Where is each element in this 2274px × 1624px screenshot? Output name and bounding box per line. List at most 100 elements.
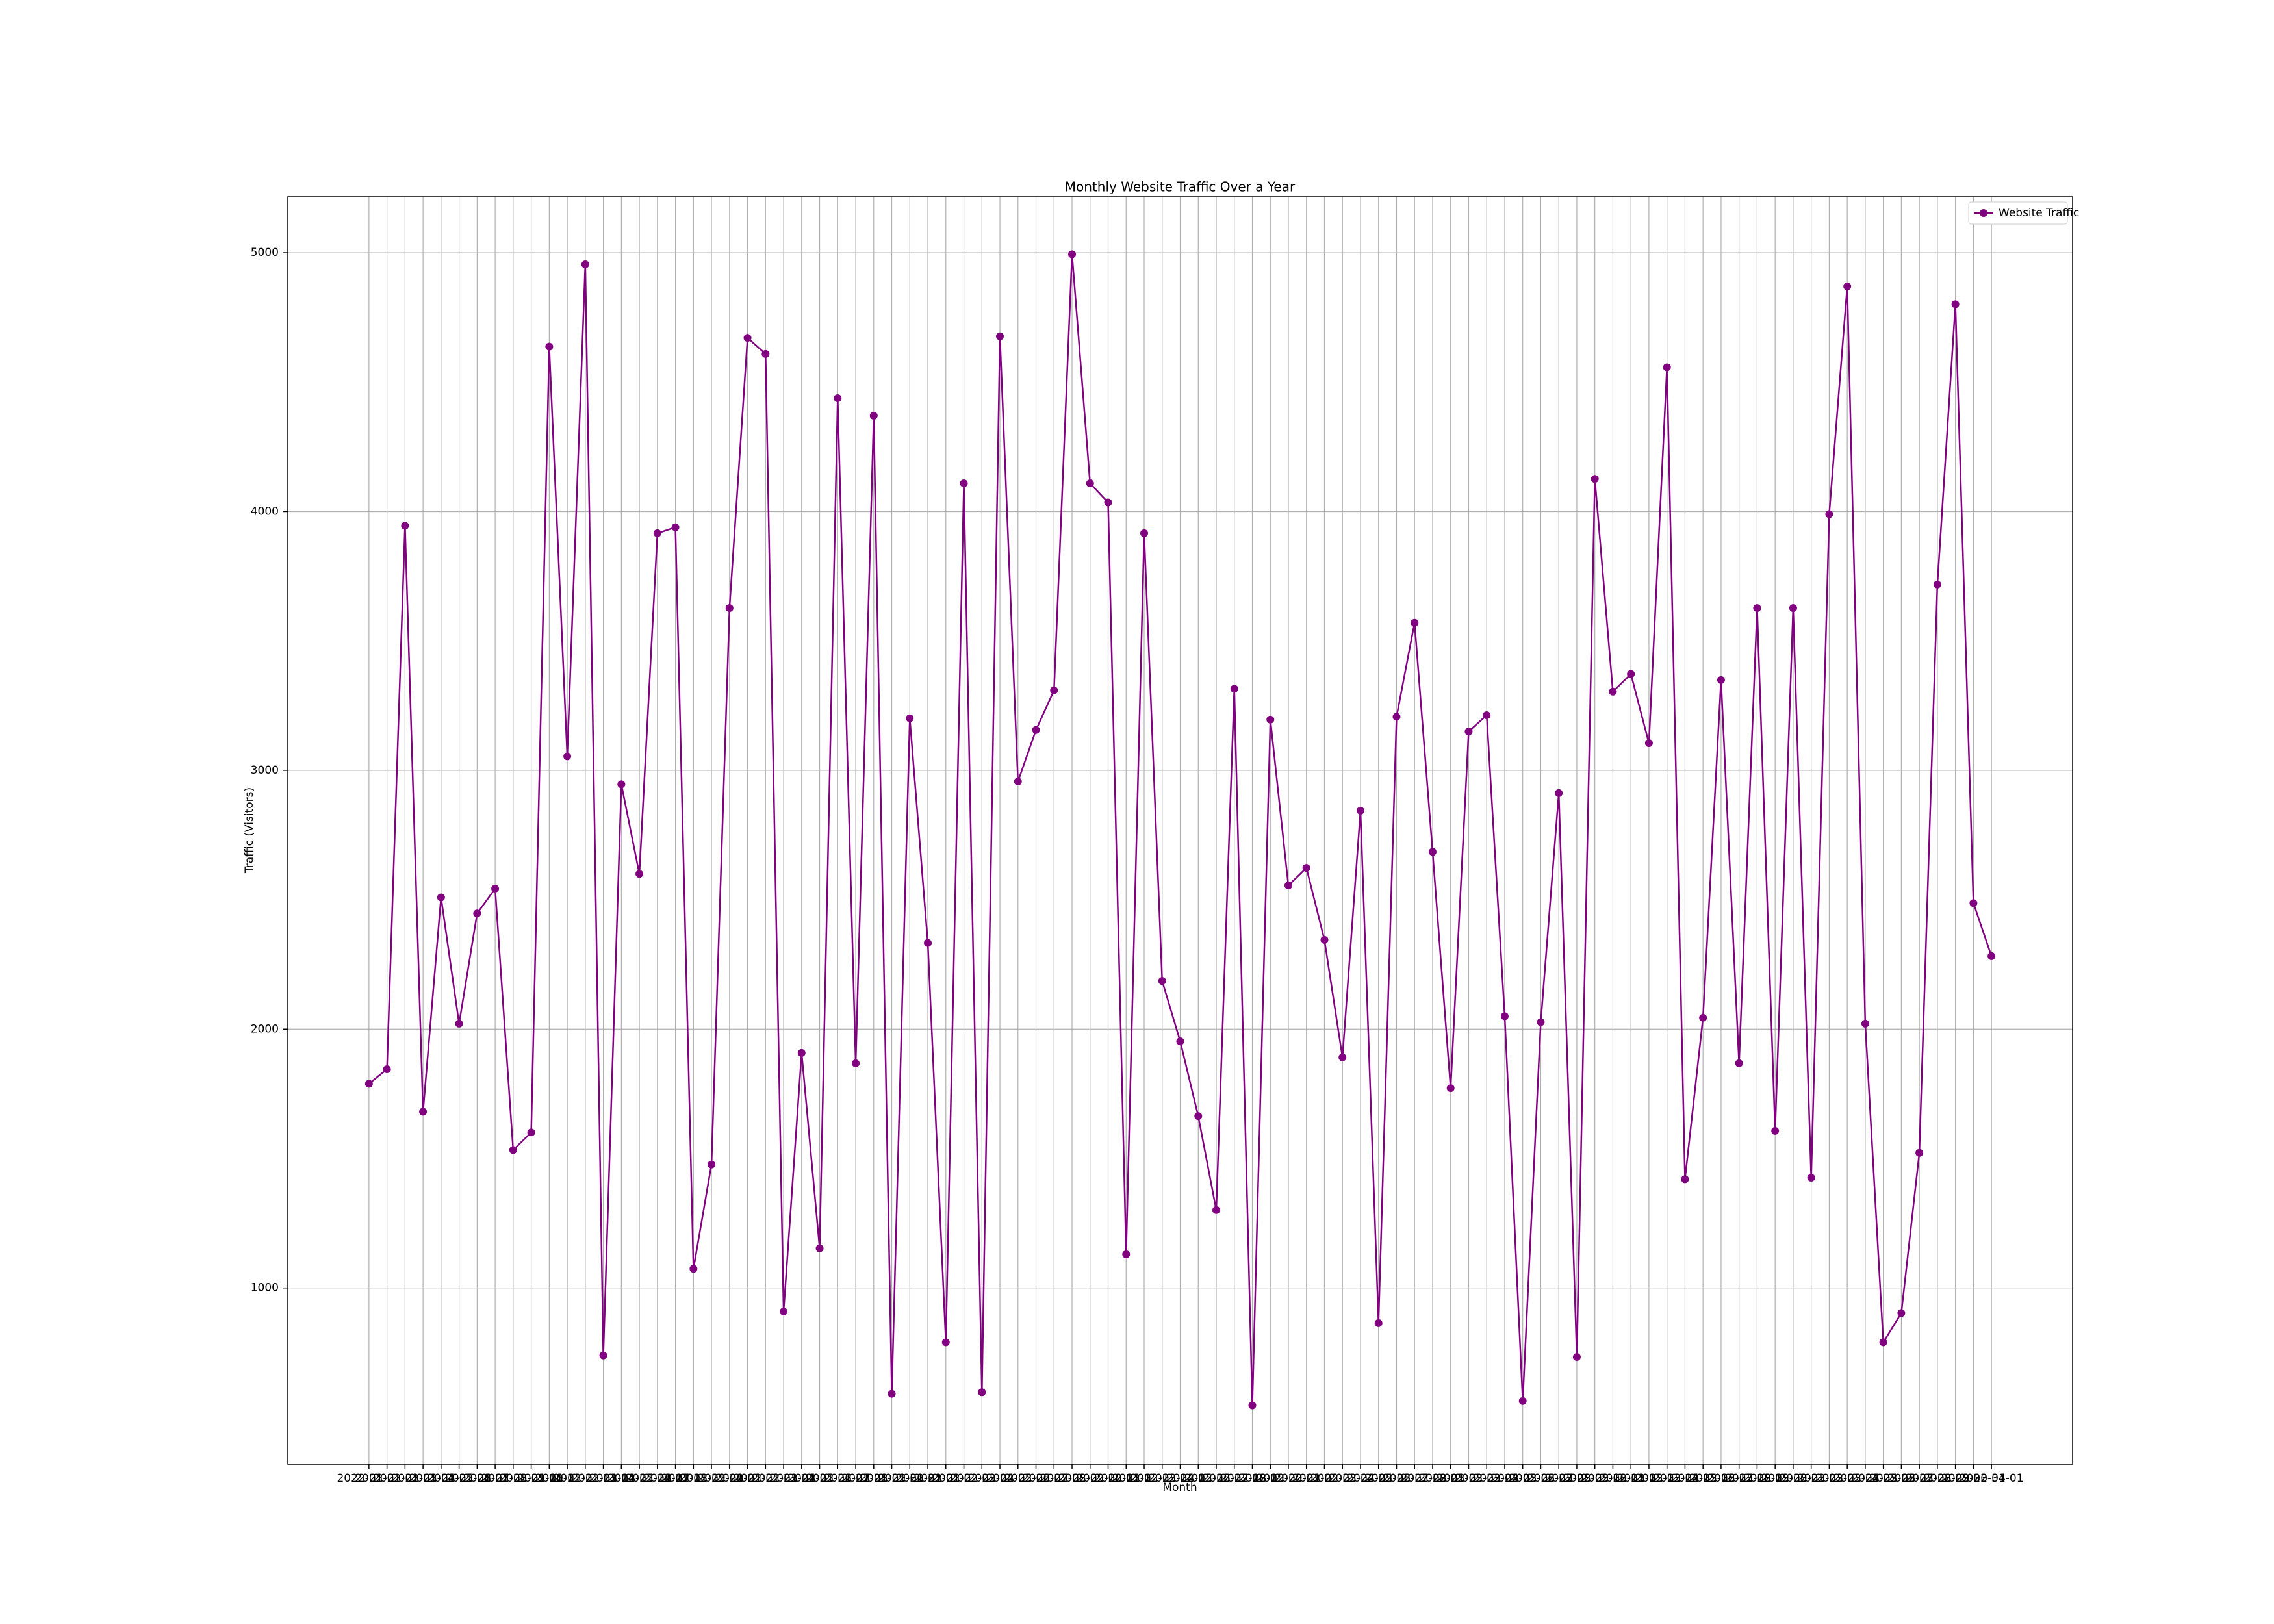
point <box>1987 952 1996 960</box>
point <box>869 412 878 420</box>
point <box>527 1128 535 1137</box>
point <box>545 342 554 351</box>
x-tick-label: 2022-02-13 <box>1112 1472 1177 1485</box>
x-tick-label: 2022-03-07 <box>1509 1472 1573 1485</box>
point <box>1518 1397 1527 1405</box>
x-tick-label: 2022-01-21 <box>697 1472 761 1485</box>
x-tick-label: 2022-03-27 <box>1869 1472 1934 1485</box>
point <box>1194 1112 1203 1121</box>
x-tick-label: 2022-03-19 <box>1725 1472 1789 1485</box>
x-tick-label: 2022-03-08 <box>1527 1472 1591 1485</box>
x-tick-label: 2022-02-16 <box>1166 1472 1231 1485</box>
point <box>1428 848 1437 856</box>
point <box>924 939 932 947</box>
x-tick-label: 2022-01-03 <box>373 1472 437 1485</box>
point <box>1230 685 1238 693</box>
point <box>1122 1250 1131 1258</box>
point <box>960 479 968 488</box>
point <box>1068 250 1077 259</box>
x-tick-label: 2022-01-07 <box>445 1472 509 1485</box>
point <box>1302 864 1310 872</box>
x-tick-label: 2022-02-27 <box>1364 1472 1429 1485</box>
point <box>1248 1401 1257 1410</box>
point <box>689 1265 698 1273</box>
point <box>1933 580 1941 589</box>
x-tick-label: 2022-03-24 <box>1815 1472 1880 1485</box>
point <box>419 1108 428 1116</box>
x-tick-label: 2022-01-29 <box>841 1472 906 1485</box>
x-tick-label: 2022-02-14 <box>1130 1472 1194 1485</box>
y-tick-label: 5000 <box>251 246 279 259</box>
x-tick-label: 2022-01-15 <box>589 1472 654 1485</box>
point <box>1753 604 1761 613</box>
x-tick-label: 2022-03-25 <box>1833 1472 1898 1485</box>
x-tick-label: 2022-03-12 <box>1599 1472 1663 1485</box>
x-tick-label: 2022-01-23 <box>734 1472 798 1485</box>
point <box>1374 1319 1383 1327</box>
x-tick-label: 2022-02-04 <box>950 1472 1014 1485</box>
point <box>1879 1338 1887 1347</box>
legend: Website Traffic <box>1968 201 2079 225</box>
x-tick-label: 2022-01-16 <box>607 1472 672 1485</box>
x-tick-label: 2022-02-22 <box>1274 1472 1338 1485</box>
x-tick-label: 2022-01-17 <box>625 1472 689 1485</box>
x-tick-label: 2022-02-18 <box>1202 1472 1266 1485</box>
point <box>635 870 644 878</box>
x-tick-label: 2022-03-30 <box>1923 1472 1987 1485</box>
point <box>364 1080 373 1088</box>
x-tick-label: 2022-01-06 <box>427 1472 491 1485</box>
point <box>1735 1059 1743 1067</box>
point <box>383 1065 391 1074</box>
point <box>1266 715 1275 724</box>
point <box>1050 686 1058 694</box>
x-tick-label: 2022-03-20 <box>1743 1472 1808 1485</box>
point <box>1789 604 1797 613</box>
x-tick-label: 2022-02-17 <box>1184 1472 1249 1485</box>
point <box>941 1338 950 1347</box>
x-tick-label: 2022-03-29 <box>1905 1472 1969 1485</box>
point <box>978 1388 986 1397</box>
x-tick-label: 2022-03-23 <box>1797 1472 1861 1485</box>
x-tick-label: 2022-01-30 <box>860 1472 924 1485</box>
point <box>1411 618 1419 627</box>
point <box>1356 807 1364 815</box>
point <box>996 332 1004 340</box>
x-axis-label: Month <box>1162 1481 1197 1494</box>
point <box>906 714 914 722</box>
x-tick-label: 2022-02-03 <box>932 1472 996 1485</box>
point <box>815 1244 824 1252</box>
point <box>1861 1019 1869 1028</box>
x-tick-label: 2022-03-21 <box>1761 1472 1826 1485</box>
x-tick-label: 2022-03-17 <box>1689 1472 1754 1485</box>
x-tick-label: 2022-03-09 <box>1545 1472 1609 1485</box>
x-tick-label: 2022-03-06 <box>1490 1472 1555 1485</box>
x-tick-label: 2022-01-09 <box>481 1472 545 1485</box>
x-tick-label: 2022-03-01 <box>1401 1472 1465 1485</box>
point <box>1915 1148 1924 1157</box>
point <box>581 260 589 268</box>
point <box>1086 479 1094 488</box>
x-tick-label: 2022-04-01 <box>1960 1472 2024 1485</box>
point <box>1464 728 1473 736</box>
x-tick-label: 2022-01-31 <box>878 1472 942 1485</box>
x-tick-label: 2022-01-08 <box>463 1472 528 1485</box>
point <box>1014 778 1022 786</box>
x-tick-label: 2022-01-26 <box>787 1472 852 1485</box>
x-tick-label: 2022-03-15 <box>1653 1472 1717 1485</box>
point <box>1338 1053 1347 1061</box>
point <box>509 1146 517 1154</box>
point <box>1555 789 1563 797</box>
x-tick-label: 2022-02-06 <box>986 1472 1050 1485</box>
x-tick-label: 2022-01-04 <box>391 1472 455 1485</box>
point <box>1158 977 1166 985</box>
x-tick-label: 2022-02-09 <box>1040 1472 1105 1485</box>
x-tick-label: 2022-01-27 <box>806 1472 870 1485</box>
point <box>1699 1013 1707 1022</box>
x-tick-label: 2022-01-24 <box>752 1472 816 1485</box>
x-tick-label: 2022-03-16 <box>1671 1472 1735 1485</box>
point <box>1663 363 1671 372</box>
point <box>743 334 752 342</box>
x-tick-label: 2022-01-19 <box>661 1472 726 1485</box>
x-tick-label: 2022-02-07 <box>1004 1472 1068 1485</box>
